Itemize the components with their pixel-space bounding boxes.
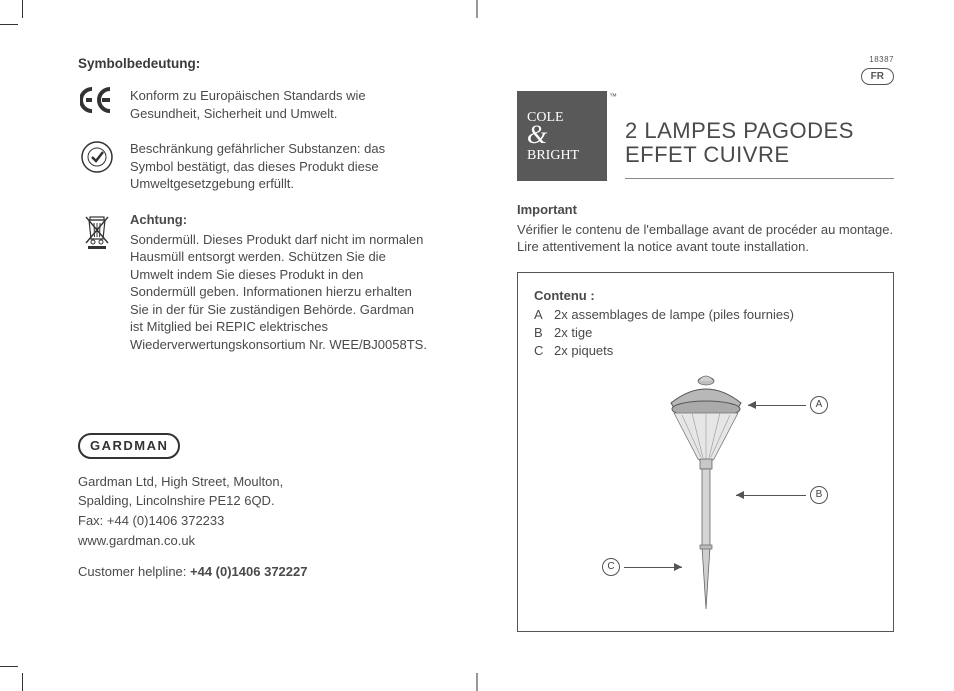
- item-label: 2x tige: [554, 324, 592, 342]
- brand-line-2: BRIGHT: [527, 148, 607, 163]
- helpline-number: +44 (0)1406 372227: [190, 564, 307, 579]
- important-block: Important Vérifier le contenu de l'embal…: [517, 201, 894, 256]
- brand-ampersand: &: [527, 121, 607, 150]
- lamp-icon: [646, 363, 766, 613]
- bin-text-block: Achtung: Sondermüll. Dieses Produkt darf…: [130, 211, 429, 353]
- company-address-1: Gardman Ltd, High Street, Moulton,: [78, 473, 429, 491]
- item-label: 2x assemblages de lampe (piles fournies): [554, 306, 794, 324]
- item-label: 2x piquets: [554, 342, 613, 360]
- item-key: A: [534, 306, 554, 324]
- important-p1: Vérifier le contenu de l'emballage avant…: [517, 221, 894, 239]
- arrow-c: [624, 567, 682, 568]
- product-title-line-2: EFFET CUIVRE: [625, 143, 894, 167]
- helpline-label: Customer helpline:: [78, 564, 190, 579]
- left-page: Symbolbedeutung: Konform zu Europäischen…: [0, 0, 477, 691]
- diagram-label-a: A: [810, 396, 828, 414]
- company-badge: GARDMAN: [78, 433, 180, 459]
- item-key: C: [534, 342, 554, 360]
- crossed-bin-icon: [78, 211, 116, 251]
- contents-list: A2x assemblages de lampe (piles fournies…: [534, 306, 877, 359]
- product-title-block: 2 LAMPES PAGODES EFFET CUIVRE: [625, 119, 894, 178]
- list-item: B2x tige: [534, 324, 877, 342]
- company-url: www.gardman.co.uk: [78, 532, 429, 550]
- brand-title-row: ™ COLE & BRIGHT 2 LAMPES PAGODES EFFET C…: [517, 91, 894, 181]
- list-item: A2x assemblages de lampe (piles fournies…: [534, 306, 877, 324]
- ce-mark-icon: [78, 87, 116, 113]
- lang-row: FR: [517, 68, 894, 86]
- diagram-label-c: C: [602, 558, 620, 576]
- important-heading: Important: [517, 201, 894, 219]
- company-footer: GARDMAN Gardman Ltd, High Street, Moulto…: [78, 433, 429, 580]
- important-p2: Lire attentivement la notice avant toute…: [517, 238, 894, 256]
- company-fax: Fax: +44 (0)1406 372233: [78, 512, 429, 530]
- arrow-b: [736, 495, 806, 496]
- arrow-a: [748, 405, 806, 406]
- contents-heading: Contenu :: [534, 288, 595, 303]
- company-address-2: Spalding, Lincolnshire PE12 6QD.: [78, 492, 429, 510]
- symbol-row-ce: Konform zu Europäischen Standards wie Ge…: [78, 87, 429, 122]
- reference-number: 18387: [869, 55, 894, 66]
- list-item: C2x piquets: [534, 342, 877, 360]
- diagram-label-b: B: [810, 486, 828, 504]
- item-key: B: [534, 324, 554, 342]
- language-badge: FR: [861, 68, 894, 86]
- symbol-row-weee-badge: Beschränkung gefährlicher Substanzen: da…: [78, 140, 429, 193]
- bin-text: Sondermüll. Dieses Produkt darf nicht im…: [130, 232, 427, 352]
- contents-box: Contenu : A2x assemblages de lampe (pile…: [517, 272, 894, 632]
- right-page: 18387 FR ™ COLE & BRIGHT 2 LAMPES PAGODE…: [477, 0, 954, 691]
- product-title-line-1: 2 LAMPES PAGODES: [625, 119, 894, 143]
- symbols-heading: Symbolbedeutung:: [78, 55, 429, 73]
- helpline: Customer helpline: +44 (0)1406 372227: [78, 563, 429, 581]
- weee-compliant-badge-icon: [78, 140, 116, 174]
- product-diagram: A B C: [518, 363, 893, 617]
- top-meta-row: 18387: [517, 55, 894, 66]
- ce-text: Konform zu Europäischen Standards wie Ge…: [130, 87, 429, 122]
- trademark-symbol: ™: [609, 93, 617, 102]
- brand-logo: ™ COLE & BRIGHT: [517, 91, 607, 181]
- weee-badge-text: Beschränkung gefährlicher Substanzen: da…: [130, 140, 429, 193]
- symbol-row-bin: Achtung: Sondermüll. Dieses Produkt darf…: [78, 211, 429, 353]
- page-spread: Symbolbedeutung: Konform zu Europäischen…: [0, 0, 954, 691]
- bin-title: Achtung:: [130, 211, 429, 229]
